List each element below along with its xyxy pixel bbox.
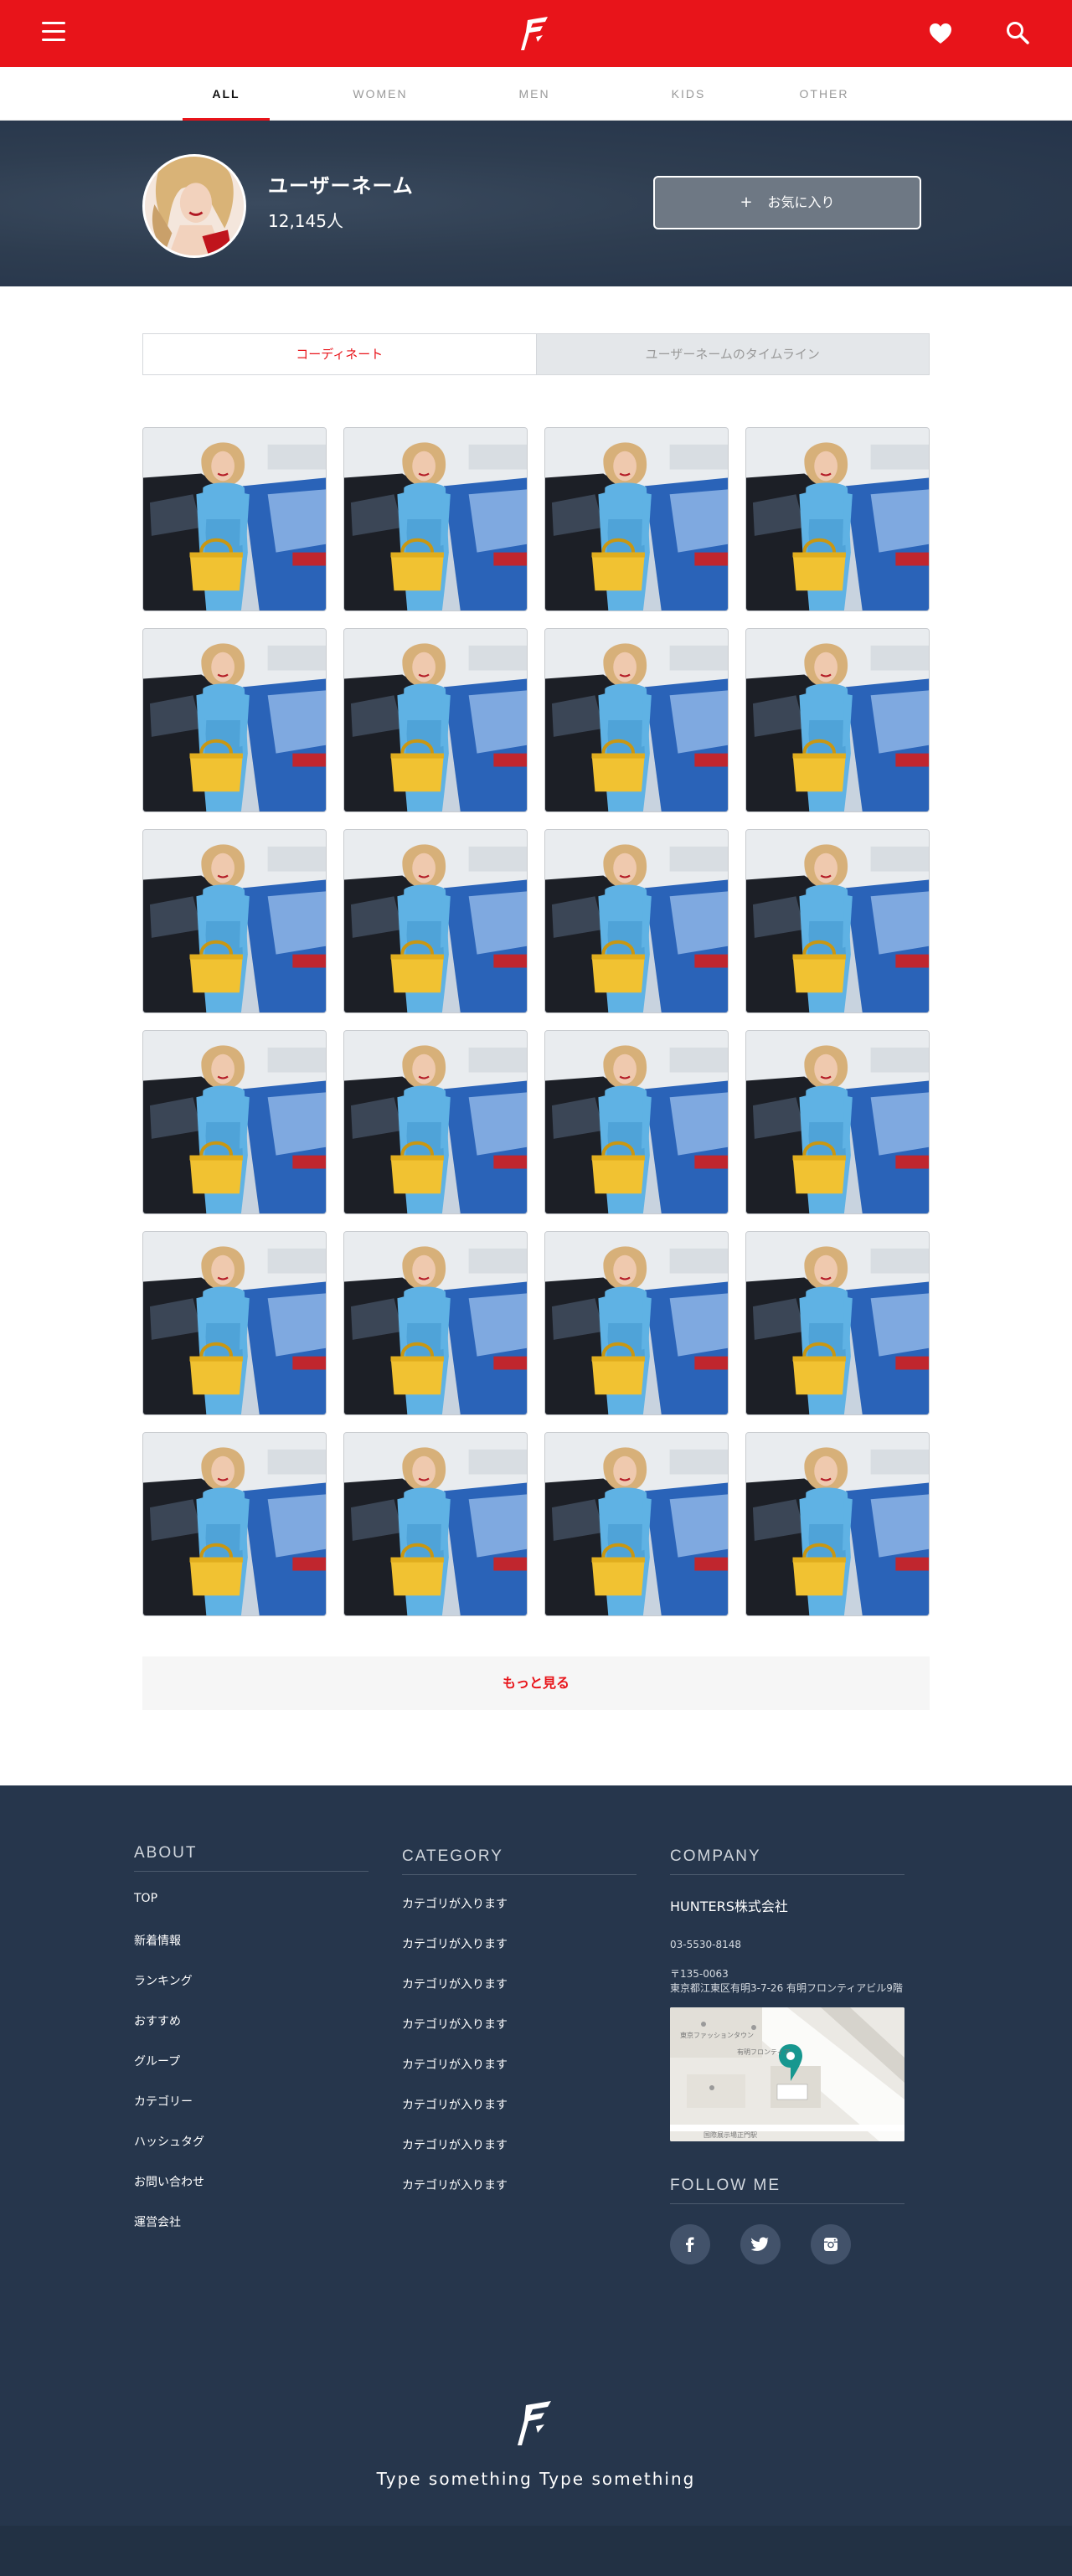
add-favorite-label: お気に入り (767, 194, 835, 210)
social-links (670, 2224, 904, 2264)
coordinate-photo[interactable] (544, 1231, 729, 1415)
plus-icon: + (740, 193, 753, 211)
footer-logo[interactable] (514, 2397, 558, 2450)
more-button[interactable]: もっと見る (142, 1656, 930, 1710)
footer-link[interactable]: 運営会社 (134, 2216, 181, 2229)
footer-link[interactable]: ハッシュタグ (134, 2136, 204, 2149)
company-tel: 03-5530-8148 (670, 1939, 742, 1950)
coordinate-photo[interactable] (142, 1432, 327, 1616)
coordinate-photo[interactable] (142, 628, 327, 812)
tab-kids[interactable]: KIDS (671, 87, 706, 100)
tab-other[interactable]: OTHER (799, 87, 849, 100)
coordinate-photo[interactable] (745, 427, 930, 611)
coordinate-photo[interactable] (343, 1432, 528, 1616)
footer-about-heading: ABOUT (134, 1844, 368, 1872)
footer-link[interactable]: おすすめ (134, 2015, 181, 2028)
menu-icon[interactable] (42, 22, 65, 42)
footer-link[interactable]: ランキング (134, 1975, 193, 1988)
coordinate-photo[interactable] (343, 427, 528, 611)
footer-tagline: Type something Type something (376, 2469, 696, 2489)
coordinate-photo[interactable] (745, 829, 930, 1013)
coordinate-photo[interactable] (142, 1231, 327, 1415)
footer-category-heading: CATEGORY (402, 1847, 636, 1875)
avatar (142, 154, 246, 258)
company-name: HUNTERS株式会社 (670, 1899, 788, 1914)
footer-company-heading: COMPANY (670, 1847, 904, 1875)
follow-heading: FOLLOW ME (670, 2177, 904, 2204)
coordinate-photo[interactable] (544, 829, 729, 1013)
footer-category-link[interactable]: カテゴリが入ります (402, 1938, 508, 1951)
company-street: 東京都江東区有明3-7-26 有明フロンティアビル9階 (670, 1982, 903, 1994)
footer-category-link[interactable]: カテゴリが入ります (402, 2018, 508, 2032)
coordinate-photo[interactable] (544, 628, 729, 812)
content-tabs: コーディネート ユーザーネームのタイムライン (142, 333, 930, 375)
map-label: 国際展示場正門駅 (704, 2130, 757, 2139)
logo[interactable] (518, 13, 554, 54)
coordinate-photo[interactable] (544, 1432, 729, 1616)
add-favorite-button[interactable]: + お気に入り (653, 176, 921, 229)
footer-category-link[interactable]: カテゴリが入ります (402, 2058, 508, 2072)
company-map[interactable]: 東京ファッションタウン 有明フロンティア 国際展示場正門駅 (670, 2007, 904, 2141)
coordinate-photo[interactable] (544, 1030, 729, 1214)
footer-category: CATEGORY カテゴリが入ります カテゴリが入ります カテゴリが入ります カ… (402, 1847, 636, 2217)
coordinate-photo[interactable] (142, 829, 327, 1013)
coordinate-photo[interactable] (745, 628, 930, 812)
coordinate-photo[interactable] (745, 1030, 930, 1214)
footer-about: ABOUT TOP 新着情報 ランキング おすすめ グループ カテゴリー ハッシ… (134, 1844, 368, 2254)
company-postal: 〒135-0063 (670, 1968, 729, 1980)
coordinate-photo[interactable] (343, 1030, 528, 1214)
company-address: 〒135-0063 東京都江東区有明3-7-26 有明フロンティアビル9階 (670, 1967, 904, 1996)
tab-women[interactable]: WOMEN (353, 87, 408, 100)
tab-men[interactable]: MEN (518, 87, 550, 100)
footer-company: COMPANY HUNTERS株式会社 03-5530-8148 〒135-00… (670, 1847, 904, 2264)
instagram-icon[interactable] (811, 2224, 851, 2264)
footer-link[interactable]: TOP (134, 1892, 158, 1905)
map-label: 東京ファッションタウン (680, 2031, 754, 2039)
coordinate-photo[interactable] (745, 1231, 930, 1415)
footer-category-link[interactable]: カテゴリが入ります (402, 1978, 508, 1991)
profile-header: ユーザーネーム 12,145人 + お気に入り (0, 121, 1072, 286)
map-label: 有明フロンティア (737, 2048, 791, 2056)
coordinate-photo[interactable] (142, 427, 327, 611)
top-bar (0, 0, 1072, 67)
footer-category-link[interactable]: カテゴリが入ります (402, 2179, 508, 2192)
profile-username: ユーザーネーム (268, 174, 414, 198)
footer-category-link[interactable]: カテゴリが入ります (402, 2139, 508, 2152)
coordinate-photo[interactable] (142, 1030, 327, 1214)
tab-timeline[interactable]: ユーザーネームのタイムライン (535, 334, 929, 374)
footer-link[interactable]: グループ (134, 2055, 181, 2069)
profile-followers: 12,145人 (268, 211, 343, 231)
photo-grid (142, 427, 930, 1616)
search-icon[interactable] (1005, 20, 1030, 45)
footer-link[interactable]: お問い合わせ (134, 2176, 204, 2189)
footer: ABOUT TOP 新着情報 ランキング おすすめ グループ カテゴリー ハッシ… (0, 1785, 1072, 2526)
footer-category-link[interactable]: カテゴリが入ります (402, 1898, 508, 1911)
footer-category-link[interactable]: カテゴリが入ります (402, 2099, 508, 2112)
coordinate-photo[interactable] (343, 829, 528, 1013)
heart-icon[interactable] (928, 22, 953, 45)
twitter-icon[interactable] (740, 2224, 781, 2264)
footer-bottom-bar (0, 2526, 1072, 2576)
tab-coordinate[interactable]: コーディネート (143, 334, 536, 374)
footer-link[interactable]: 新着情報 (134, 1935, 181, 1948)
footer-link[interactable]: カテゴリー (134, 2095, 193, 2109)
coordinate-photo[interactable] (343, 628, 528, 812)
tab-all[interactable]: ALL (183, 67, 270, 121)
coordinate-photo[interactable] (745, 1432, 930, 1616)
facebook-icon[interactable] (670, 2224, 710, 2264)
category-tabs: ALL WOMEN MEN KIDS OTHER (0, 67, 1072, 121)
coordinate-photo[interactable] (343, 1231, 528, 1415)
coordinate-photo[interactable] (544, 427, 729, 611)
